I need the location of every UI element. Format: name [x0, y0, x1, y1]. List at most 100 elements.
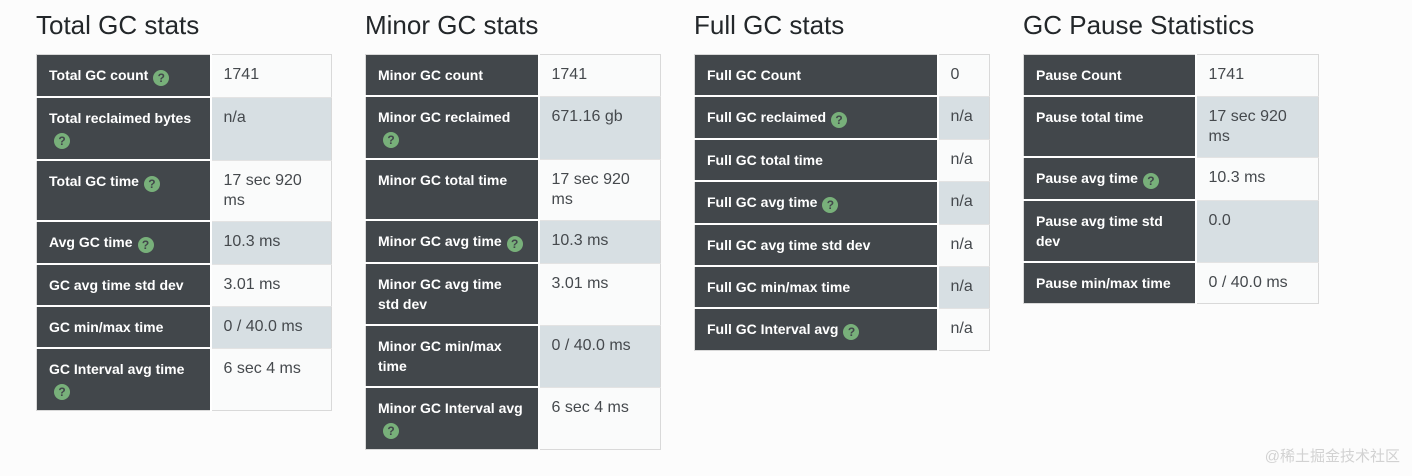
- table-row: Pause Count 1741: [1023, 54, 1319, 97]
- stat-value: n/a: [936, 308, 990, 351]
- stat-value: 1741: [209, 54, 332, 98]
- help-icon[interactable]: ?: [383, 423, 399, 439]
- stat-label: GC min/max time: [49, 319, 164, 335]
- stat-value: n/a: [936, 181, 990, 225]
- stat-label: Total reclaimed bytes: [49, 110, 192, 126]
- stat-label-cell: Full GC reclaimed?: [694, 96, 938, 140]
- help-icon[interactable]: ?: [1142, 173, 1159, 189]
- stat-label-cell: Minor GC Interval avg?: [365, 387, 539, 450]
- table-row: Minor GC total time 17 sec 920 ms: [365, 159, 661, 221]
- stat-value: n/a: [209, 97, 332, 161]
- table-row: Full GC min/max time n/a: [694, 266, 990, 309]
- stat-label: Minor GC min/max time: [378, 338, 502, 374]
- stat-value: 10.3 ms: [537, 220, 661, 264]
- help-icon[interactable]: ?: [153, 70, 170, 86]
- table-row: Pause total time 17 sec 920 ms: [1023, 96, 1319, 158]
- help-icon[interactable]: ?: [843, 324, 860, 340]
- stat-label: Minor GC Interval avg: [378, 400, 523, 416]
- board-title: GC Pause Statistics: [1023, 10, 1255, 40]
- stat-label: Avg GC time: [49, 234, 133, 250]
- table-row: Full GC Count 0: [694, 54, 990, 97]
- stat-value: n/a: [936, 224, 990, 267]
- board-title: Full GC stats: [694, 10, 845, 40]
- stat-label-cell: GC min/max time: [36, 306, 211, 349]
- table-row: Minor GC avg time std dev 3.01 ms: [365, 263, 661, 326]
- stat-label: Minor GC count: [378, 67, 483, 83]
- stat-label: Minor GC reclaimed: [378, 109, 511, 125]
- help-icon[interactable]: ?: [831, 112, 848, 128]
- stat-label-cell: Full GC Interval avg?: [694, 308, 938, 351]
- stat-label-cell: Total reclaimed bytes?: [36, 97, 211, 161]
- table-row: GC avg time std dev 3.01 ms: [36, 264, 332, 307]
- help-icon[interactable]: ?: [506, 236, 523, 252]
- stat-label-cell: Full GC min/max time: [694, 266, 938, 309]
- table-row: Full GC avg time std dev n/a: [694, 224, 990, 267]
- board-total-gc-stats: Total GC stats Total GC count? 1741 Tota…: [36, 4, 332, 411]
- table-row: GC Interval avg time? 6 sec 4 ms: [36, 348, 332, 411]
- stat-label-cell: Avg GC time?: [36, 221, 211, 265]
- stat-label: Minor GC avg time std dev: [378, 276, 502, 312]
- stat-label-cell: Pause Count: [1023, 54, 1196, 97]
- stat-label: Pause Count: [1036, 67, 1122, 83]
- stats-table-body: Pause Count 1741 Pause total time 17 sec…: [1023, 54, 1319, 304]
- stats-table-body: Total GC count? 1741 Total reclaimed byt…: [36, 54, 332, 411]
- stat-label-cell: Minor GC min/max time: [365, 325, 539, 388]
- table-row: Total reclaimed bytes? n/a: [36, 97, 332, 161]
- help-icon[interactable]: ?: [137, 237, 154, 253]
- help-icon[interactable]: ?: [143, 176, 160, 192]
- stat-value: 17 sec 920 ms: [209, 160, 332, 222]
- stat-label: Total GC time: [49, 173, 139, 189]
- board-minor-gc-stats: Minor GC stats Minor GC count 1741 Minor…: [365, 4, 661, 450]
- stat-label-cell: Total GC count?: [36, 54, 211, 98]
- stat-label: Total GC count: [49, 67, 149, 83]
- stat-value: 0 / 40.0 ms: [209, 306, 332, 349]
- table-row: Full GC avg time? n/a: [694, 181, 990, 225]
- stat-label: Minor GC avg time: [378, 233, 502, 249]
- stat-value: 1741: [537, 54, 661, 97]
- table-row: GC min/max time 0 / 40.0 ms: [36, 306, 332, 349]
- stat-label: Minor GC total time: [378, 172, 508, 188]
- stat-label: GC Interval avg time: [49, 361, 185, 377]
- stat-value: n/a: [936, 139, 990, 182]
- stat-label: Pause min/max time: [1036, 275, 1171, 291]
- stat-label-cell: Pause avg time?: [1023, 157, 1196, 201]
- stat-value: 10.3 ms: [209, 221, 332, 265]
- table-row: Full GC total time n/a: [694, 139, 990, 182]
- stat-value: 671.16 gb: [537, 96, 661, 160]
- help-icon[interactable]: ?: [822, 197, 839, 213]
- stat-value: n/a: [936, 96, 990, 140]
- table-row: Full GC Interval avg? n/a: [694, 308, 990, 351]
- stat-label-cell: Total GC time?: [36, 160, 211, 222]
- stat-value: 0: [936, 54, 990, 97]
- stat-label: Full GC total time: [707, 152, 823, 168]
- stat-label-cell: Minor GC avg time std dev: [365, 263, 539, 326]
- table-row: Minor GC reclaimed? 671.16 gb: [365, 96, 661, 160]
- stat-value: 0.0: [1194, 200, 1319, 263]
- stat-label-cell: Pause total time: [1023, 96, 1196, 158]
- help-icon[interactable]: ?: [54, 133, 70, 149]
- board-title: Total GC stats: [36, 10, 200, 40]
- help-icon[interactable]: ?: [383, 132, 399, 148]
- stat-label: Full GC reclaimed: [707, 109, 827, 125]
- stat-label: Full GC Interval avg: [707, 321, 839, 337]
- stat-label-cell: Minor GC total time: [365, 159, 539, 221]
- watermark: @稀土掘金技术社区: [1264, 448, 1400, 465]
- gc-stats-dashboard: Total GC stats Total GC count? 1741 Tota…: [36, 4, 1319, 450]
- stat-label: Pause avg time std dev: [1036, 213, 1163, 249]
- stat-label-cell: Full GC avg time std dev: [694, 224, 938, 267]
- stat-value: 3.01 ms: [209, 264, 332, 307]
- stat-label: Pause total time: [1036, 109, 1144, 125]
- help-icon[interactable]: ?: [54, 384, 70, 400]
- stat-value: 0 / 40.0 ms: [1194, 262, 1319, 304]
- stat-label-cell: Minor GC avg time?: [365, 220, 539, 264]
- stat-label-cell: GC Interval avg time?: [36, 348, 211, 411]
- table-row: Avg GC time? 10.3 ms: [36, 221, 332, 265]
- stat-label: Pause avg time: [1036, 170, 1138, 186]
- stat-label-cell: Pause min/max time: [1023, 262, 1196, 304]
- stat-label: Full GC min/max time: [707, 279, 851, 295]
- stat-value: 0 / 40.0 ms: [537, 325, 661, 388]
- stats-table-body: Minor GC count 1741 Minor GC reclaimed? …: [365, 54, 661, 450]
- stat-value: 6 sec 4 ms: [537, 387, 661, 450]
- stat-value: 10.3 ms: [1194, 157, 1319, 201]
- stat-value: 3.01 ms: [537, 263, 661, 326]
